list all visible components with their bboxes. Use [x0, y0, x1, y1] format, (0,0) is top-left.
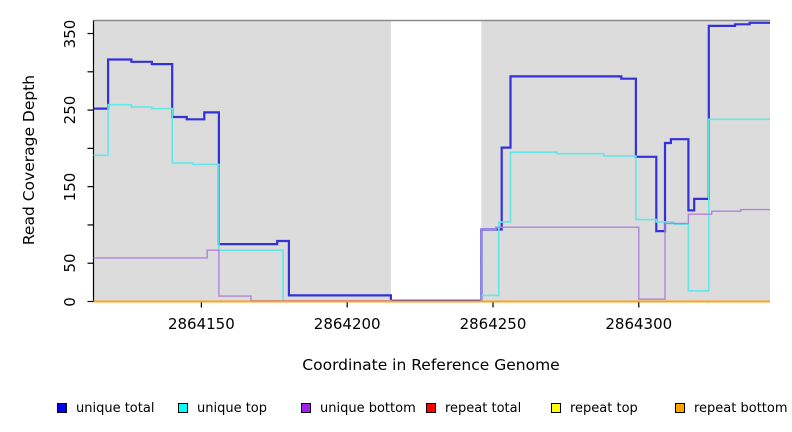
x-tick-label: 2864300	[605, 314, 673, 333]
legend-swatch-unique-bottom	[301, 403, 311, 413]
y-tick-label: 350	[61, 19, 79, 48]
legend-label: repeat total	[445, 400, 522, 416]
legend-item-unique-top: unique top	[178, 399, 267, 417]
legend-swatch-repeat-top	[551, 403, 561, 413]
legend-label: unique bottom	[320, 400, 416, 416]
y-tick-label: 250	[61, 95, 79, 125]
legend-item-repeat-top: repeat top	[551, 399, 638, 417]
legend-swatch-repeat-total	[426, 403, 436, 413]
x-tick-label: 2864150	[167, 314, 235, 333]
legend-label: repeat top	[570, 400, 638, 416]
y-tick-label: 150	[61, 172, 79, 201]
y-axis-title: Read Coverage Depth	[20, 74, 38, 246]
legend-label: unique total	[76, 400, 155, 416]
legend: unique total unique top unique bottom repea…	[0, 399, 792, 419]
y-tick-label: 50	[61, 253, 79, 273]
x-axis-title: Coordinate in Reference Genome	[302, 356, 560, 374]
x-tick-label: 2864250	[459, 314, 527, 333]
coverage-gap-region	[390, 21, 482, 302]
legend-label: unique top	[197, 400, 268, 416]
legend-item-unique-total: unique total	[57, 399, 154, 417]
legend-swatch-unique-total	[57, 403, 67, 413]
x-tick-label: 2864200	[313, 314, 381, 333]
y-tick-label: 0	[61, 296, 79, 307]
legend-item-repeat-bottom: repeat bottom	[675, 399, 788, 417]
legend-label: repeat bottom	[694, 400, 788, 416]
legend-item-repeat-total: repeat total	[426, 399, 521, 417]
series-line-unique-top	[93, 103, 770, 303]
legend-swatch-repeat-bottom	[675, 403, 685, 413]
legend-swatch-unique-top	[178, 403, 188, 413]
legend-item-unique-bottom: unique bottom	[301, 399, 416, 417]
series-line-unique-bottom	[93, 208, 770, 303]
